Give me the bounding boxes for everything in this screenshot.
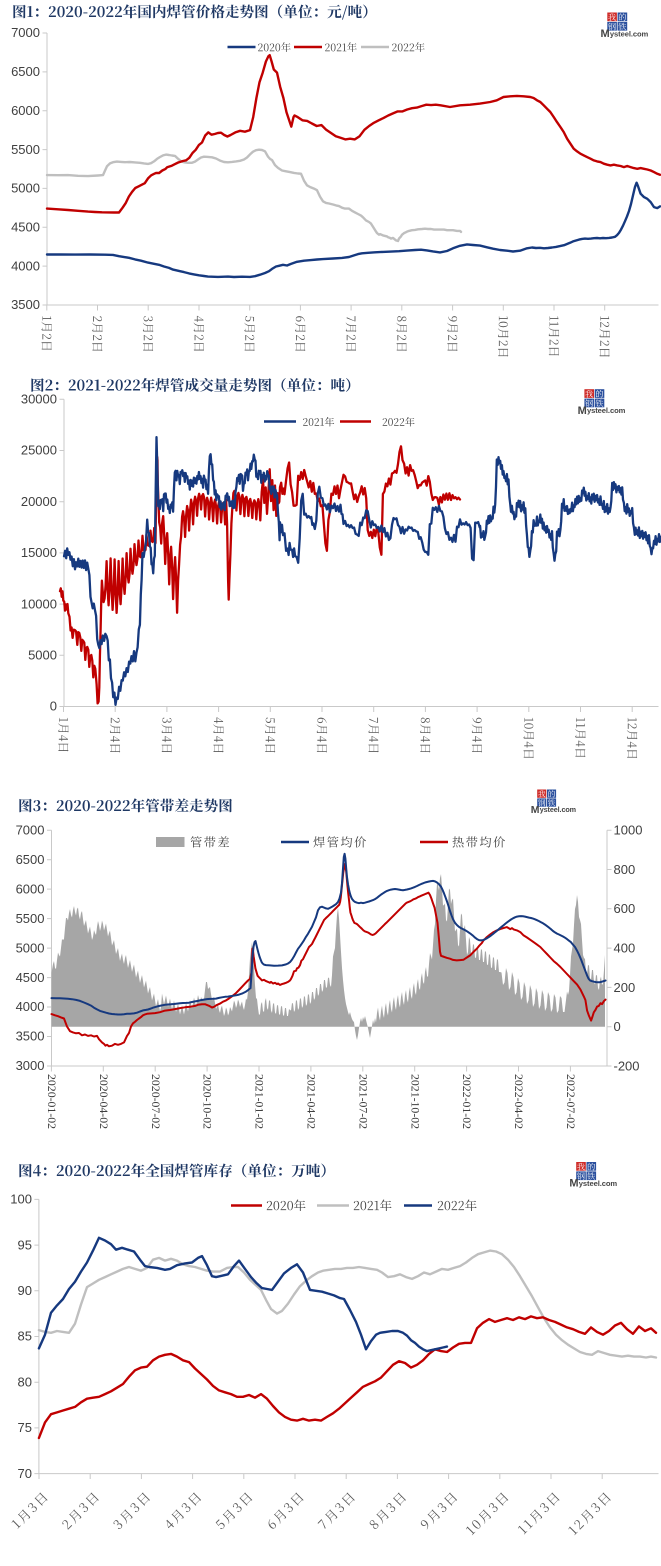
svg-text:M: M (531, 805, 540, 816)
svg-text:80: 80 (18, 1374, 32, 1389)
svg-text:2020-04-02: 2020-04-02 (97, 1074, 111, 1129)
svg-text:M: M (601, 28, 610, 40)
svg-text:2021-07-02: 2021-07-02 (356, 1074, 370, 1129)
svg-text:2020-10-02: 2020-10-02 (201, 1074, 215, 1129)
svg-text:5500: 5500 (11, 142, 40, 157)
svg-text:4000: 4000 (16, 999, 45, 1014)
svg-text:2020-07-02: 2020-07-02 (149, 1074, 163, 1129)
svg-text:75: 75 (18, 1420, 32, 1435)
svg-text:200: 200 (614, 980, 636, 995)
svg-text:70: 70 (18, 1466, 32, 1481)
svg-text:25000: 25000 (21, 443, 57, 458)
svg-text:4500: 4500 (16, 970, 45, 985)
svg-text:400: 400 (614, 941, 636, 956)
svg-text:5500: 5500 (16, 911, 45, 926)
svg-text:20000: 20000 (21, 494, 57, 509)
svg-text:2022-07-02: 2022-07-02 (564, 1074, 578, 1129)
svg-text:90: 90 (18, 1283, 32, 1298)
svg-text:0: 0 (614, 1019, 621, 1034)
svg-text:3000: 3000 (16, 1058, 45, 1073)
svg-text:4500: 4500 (11, 220, 40, 235)
svg-text:6000: 6000 (16, 881, 45, 896)
svg-text:2021-10-02: 2021-10-02 (408, 1074, 422, 1129)
svg-text:7000: 7000 (16, 822, 45, 837)
svg-text:M: M (569, 1178, 578, 1190)
svg-text:0: 0 (50, 699, 57, 714)
svg-text:800: 800 (614, 862, 636, 877)
svg-text:10000: 10000 (21, 596, 57, 611)
svg-text:85: 85 (18, 1329, 32, 1344)
svg-text:1000: 1000 (614, 823, 643, 838)
svg-text:M: M (578, 405, 587, 417)
svg-text:2021-04-02: 2021-04-02 (305, 1074, 319, 1129)
svg-text:30000: 30000 (21, 392, 57, 407)
svg-text:95: 95 (18, 1237, 32, 1252)
svg-text:6500: 6500 (11, 64, 40, 79)
svg-text:7000: 7000 (11, 25, 40, 40)
svg-text:ysteel.com: ysteel.com (540, 805, 576, 814)
svg-text:6000: 6000 (11, 103, 40, 118)
svg-text:2022-04-02: 2022-04-02 (512, 1074, 526, 1129)
svg-text:ysteel.com: ysteel.com (610, 29, 649, 38)
svg-text:4000: 4000 (11, 258, 40, 273)
svg-text:2021-01-02: 2021-01-02 (253, 1074, 267, 1129)
svg-text:ysteel.com: ysteel.com (587, 406, 626, 415)
svg-text:3500: 3500 (16, 1029, 45, 1044)
svg-text:ysteel.com: ysteel.com (579, 1179, 618, 1188)
svg-text:600: 600 (614, 901, 636, 916)
svg-text:-200: -200 (614, 1058, 640, 1073)
svg-text:100: 100 (10, 1192, 32, 1207)
svg-text:6500: 6500 (16, 852, 45, 867)
svg-text:2022-01-02: 2022-01-02 (460, 1074, 474, 1129)
svg-text:15000: 15000 (21, 545, 57, 560)
svg-text:3500: 3500 (11, 297, 40, 312)
svg-text:5000: 5000 (16, 940, 45, 955)
svg-text:5000: 5000 (28, 648, 57, 663)
svg-text:2020-01-02: 2020-01-02 (45, 1074, 59, 1129)
svg-text:5000: 5000 (11, 181, 40, 196)
